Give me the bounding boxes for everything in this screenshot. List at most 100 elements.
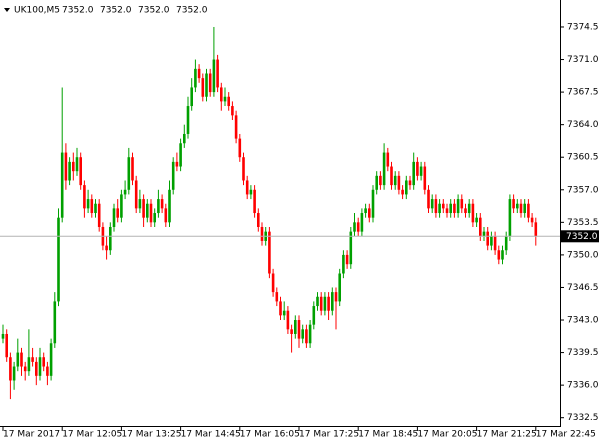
candle-body	[208, 73, 212, 93]
candle-body	[397, 175, 401, 190]
candle-body	[316, 296, 319, 307]
candle-body	[323, 296, 327, 311]
candle-body	[5, 333, 8, 358]
candle-body	[220, 87, 223, 102]
chart-title: UK100,M5	[14, 6, 60, 16]
candle-body	[519, 203, 523, 214]
candle-body	[475, 217, 478, 223]
candle-body	[308, 324, 312, 344]
candle-body	[57, 217, 60, 302]
candle-body	[479, 217, 482, 237]
candle-body	[416, 161, 419, 176]
x-tick-label: 17 Mar 20:05	[417, 430, 477, 440]
current-price-label: 7352.0	[566, 232, 598, 242]
candle-body	[138, 199, 142, 209]
candle-body	[445, 208, 449, 214]
y-tick-label: 7367.5	[567, 88, 599, 98]
candle-body	[423, 166, 427, 190]
y-tick-label: 7357.0	[567, 185, 599, 195]
candle-body	[368, 208, 371, 218]
candle-body	[90, 199, 94, 214]
candle-body	[467, 203, 471, 214]
y-tick-label: 7364.0	[567, 120, 599, 130]
candle-body	[116, 208, 119, 218]
candle-body	[386, 152, 390, 167]
candle-body	[453, 203, 456, 214]
candle-body	[127, 157, 131, 190]
candle-body	[97, 203, 101, 227]
candle-body	[242, 157, 245, 181]
candle-body	[231, 106, 234, 116]
menu-arrow[interactable]	[4, 8, 10, 12]
candle-body	[112, 208, 116, 227]
candle-body	[171, 161, 175, 190]
y-tick-label: 7336.0	[567, 381, 599, 391]
candle-body	[49, 343, 53, 376]
candle-body	[1, 333, 5, 339]
candle-body	[175, 161, 179, 167]
candle-body	[149, 203, 153, 223]
candle-body	[501, 250, 504, 260]
candle-body	[349, 231, 353, 265]
candle-body	[282, 310, 286, 316]
candle-body	[497, 250, 501, 260]
candle-body	[456, 199, 460, 214]
candle-body	[64, 152, 68, 181]
candle-body	[234, 115, 238, 139]
candle-body	[530, 217, 534, 223]
candle-body	[379, 175, 382, 186]
candle-body	[72, 161, 75, 172]
candle-body	[131, 157, 134, 181]
candle-body	[427, 189, 430, 209]
x-tick-label: 17 Mar 21:25	[477, 430, 537, 440]
candle-body	[42, 357, 45, 367]
candle-body	[94, 203, 97, 214]
y-tick-label: 7350.0	[567, 250, 599, 260]
candle-body	[360, 213, 364, 232]
y-tick-label: 7332.5	[567, 413, 599, 423]
candle-body	[260, 226, 264, 241]
candle-body	[382, 152, 386, 186]
candle-body	[60, 152, 64, 218]
candle-body	[190, 87, 193, 107]
y-tick-label: 7360.5	[567, 153, 599, 163]
candle-body	[9, 357, 12, 381]
candle-body	[153, 213, 156, 223]
candle-body	[438, 203, 441, 214]
candle-body	[146, 203, 149, 218]
candle-body	[12, 366, 16, 381]
candle-body	[183, 133, 186, 144]
ohlc-value: 7352.0	[176, 6, 208, 16]
candle-body	[449, 203, 452, 214]
candle-body	[160, 199, 164, 209]
candle-body	[123, 189, 127, 195]
candle-body	[238, 138, 242, 158]
candle-body	[275, 292, 279, 302]
candle-body	[79, 157, 82, 186]
candle-body	[460, 199, 464, 209]
ohlc-value: 7352.0	[62, 6, 94, 16]
candle-body	[286, 310, 290, 330]
candle-body	[512, 199, 515, 209]
x-tick-label: 17 Mar 2017	[3, 430, 60, 440]
candle-body	[434, 199, 438, 214]
candle-body	[216, 59, 219, 88]
candle-body	[75, 157, 79, 172]
candle-body	[342, 254, 345, 274]
candle-body	[120, 194, 123, 218]
candle-body	[312, 306, 316, 325]
candle-body	[327, 296, 330, 311]
candle-body	[109, 226, 112, 251]
y-tick-label: 7339.5	[567, 348, 599, 358]
candle-body	[257, 213, 260, 227]
x-tick-label: 17 Mar 12:05	[62, 430, 122, 440]
candle-body	[16, 352, 20, 367]
candle-body	[290, 329, 293, 334]
candle-body	[334, 292, 338, 302]
candle-body	[534, 222, 538, 237]
x-tick-label: 17 Mar 13:25	[121, 430, 181, 440]
candle-body	[68, 161, 71, 181]
candle-body	[393, 175, 397, 186]
candle-body	[353, 222, 356, 232]
